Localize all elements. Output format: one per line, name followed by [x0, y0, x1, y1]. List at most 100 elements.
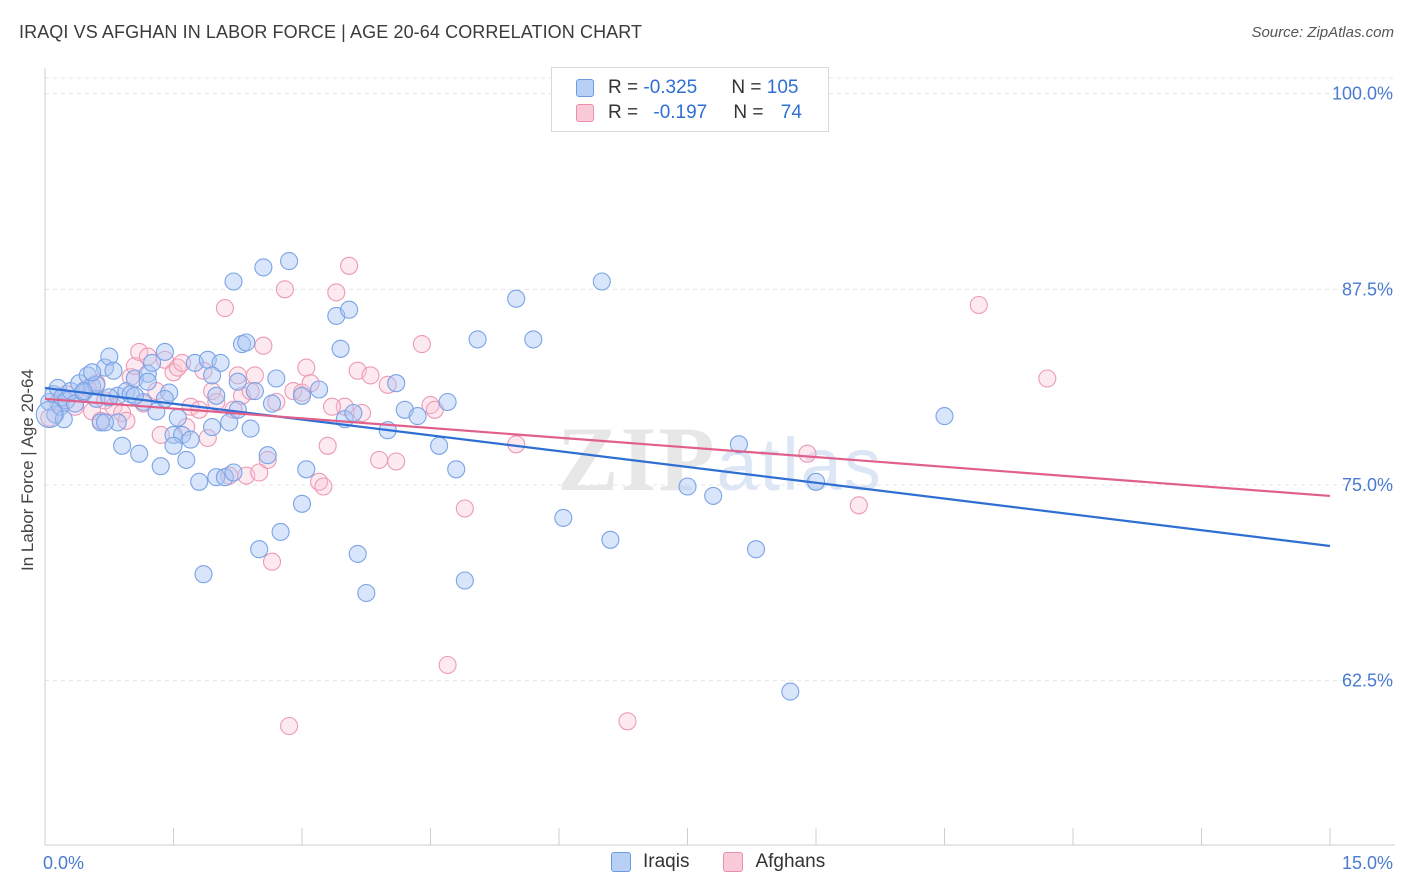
- afghan-point: [798, 444, 817, 463]
- afghan-point: [297, 358, 316, 377]
- iraqi-point: [455, 571, 474, 590]
- n-label: N =: [733, 102, 769, 123]
- afghan-point: [455, 499, 474, 518]
- afghan-point: [314, 477, 333, 496]
- afghan-point: [280, 716, 299, 736]
- iraqi-point: [271, 522, 290, 541]
- iraqi-point: [258, 446, 277, 465]
- afghan-point: [215, 299, 234, 318]
- iraqi-point: [211, 353, 230, 372]
- series-afghans: [40, 256, 1057, 736]
- iraqi-point: [524, 330, 543, 349]
- iraqi-point: [215, 468, 234, 487]
- iraqi-point: [155, 342, 174, 361]
- iraqi-point: [267, 369, 286, 388]
- y-tick-label: 100.0%: [1332, 84, 1393, 104]
- iraqi-point: [344, 403, 363, 423]
- legend-row-iraqis: R = -0.325 N = 105: [576, 76, 798, 100]
- afghan-point: [618, 712, 637, 731]
- tick-labels: 100.0% 87.5% 75.0% 62.5% 0.0% 15.0%: [43, 84, 1393, 873]
- afghans-legend-swatch: [723, 852, 744, 872]
- iraqi-point: [138, 372, 157, 391]
- stats-legend: R = -0.325 N = 105 R = -0.197 N = 74: [551, 67, 829, 132]
- afghan-point: [254, 336, 273, 355]
- iraqi-point: [704, 486, 723, 505]
- afghan-point: [151, 425, 170, 444]
- trend-lines: [44, 386, 1331, 548]
- iraqi-point: [190, 472, 209, 491]
- afghan-point: [849, 496, 868, 515]
- legend-item-afghans[interactable]: Afghans: [723, 851, 825, 873]
- iraqi-point: [108, 413, 127, 432]
- n-value: 105: [766, 77, 799, 98]
- iraqi-point: [228, 372, 247, 391]
- watermark-zip: ZIP: [557, 408, 716, 510]
- iraqi-point: [224, 272, 243, 291]
- iraqi-point: [245, 382, 264, 401]
- iraqi-point: [168, 408, 187, 427]
- afghan-point: [327, 283, 346, 302]
- afghan-point: [173, 353, 192, 372]
- afghan-point: [412, 335, 431, 354]
- iraqi-point: [592, 272, 611, 291]
- iraqi-point: [310, 380, 329, 399]
- iraqi-point: [468, 330, 487, 349]
- r-label: R =: [608, 102, 644, 123]
- r-value: -0.325: [643, 77, 698, 98]
- iraqi-point: [601, 530, 620, 549]
- iraqi-point: [151, 457, 170, 476]
- iraqi-point: [254, 258, 273, 277]
- iraqi-point: [125, 386, 144, 405]
- iraqi-point: [262, 394, 282, 413]
- iraqi-point: [408, 407, 427, 426]
- iraqi-point: [438, 392, 457, 412]
- iraqi-point: [935, 407, 954, 426]
- iraqi-point: [507, 289, 526, 308]
- iraqi-point: [331, 339, 350, 358]
- afghan-point: [207, 392, 226, 412]
- y-tick-label: 75.0%: [1342, 475, 1393, 495]
- legend-label-iraqis: Iraqis: [643, 851, 690, 872]
- afghan-point: [322, 397, 342, 416]
- iraqi-point: [104, 361, 123, 380]
- n-label: N =: [731, 77, 767, 98]
- iraqi-point: [83, 363, 102, 382]
- iraqi-point: [203, 366, 222, 385]
- legend-row-afghans: R = -0.197 N = 74: [576, 101, 802, 125]
- iraqi-point: [241, 419, 260, 438]
- iraqi-point: [164, 436, 183, 455]
- iraqi-point: [138, 364, 157, 383]
- y-tick-label: 62.5%: [1342, 671, 1393, 691]
- afghan-point: [262, 552, 282, 571]
- iraqis-legend-swatch: [611, 852, 631, 872]
- iraqi-point: [297, 460, 316, 479]
- r-label: R =: [608, 77, 644, 98]
- afghan-point: [438, 655, 457, 675]
- iraqi-point: [177, 450, 196, 469]
- chart-title: IRAQI VS AFGHAN IN LABOR FORCE | AGE 20-…: [19, 22, 643, 42]
- afghan-point: [361, 366, 380, 385]
- legend-item-iraqis[interactable]: Iraqis: [611, 851, 689, 873]
- x-tick-label: 0.0%: [43, 853, 84, 873]
- afghan-point: [258, 450, 277, 469]
- iraqi-point: [95, 413, 115, 432]
- x-tick-label: 15.0%: [1342, 853, 1393, 873]
- iraqi-point: [194, 565, 213, 584]
- watermark-atlas: atlas: [717, 423, 883, 506]
- axes: [44, 68, 1395, 846]
- source-label: Source: ZipAtlas.com: [1251, 24, 1394, 41]
- iraqi-point: [430, 436, 449, 455]
- iraqi-point: [228, 400, 247, 419]
- iraqi-point: [207, 386, 226, 405]
- afghan-point: [250, 463, 269, 482]
- afghan-point: [1038, 369, 1057, 388]
- iraqi-point: [348, 544, 367, 563]
- iraqi-point: [143, 353, 162, 372]
- series-legend: Iraqis Afghans: [611, 851, 859, 873]
- iraqi-point: [340, 300, 359, 319]
- afghan-point: [245, 366, 264, 385]
- legend-label-afghans: Afghans: [755, 851, 826, 872]
- iraqi-point: [292, 494, 312, 513]
- n-value: 74: [780, 102, 802, 123]
